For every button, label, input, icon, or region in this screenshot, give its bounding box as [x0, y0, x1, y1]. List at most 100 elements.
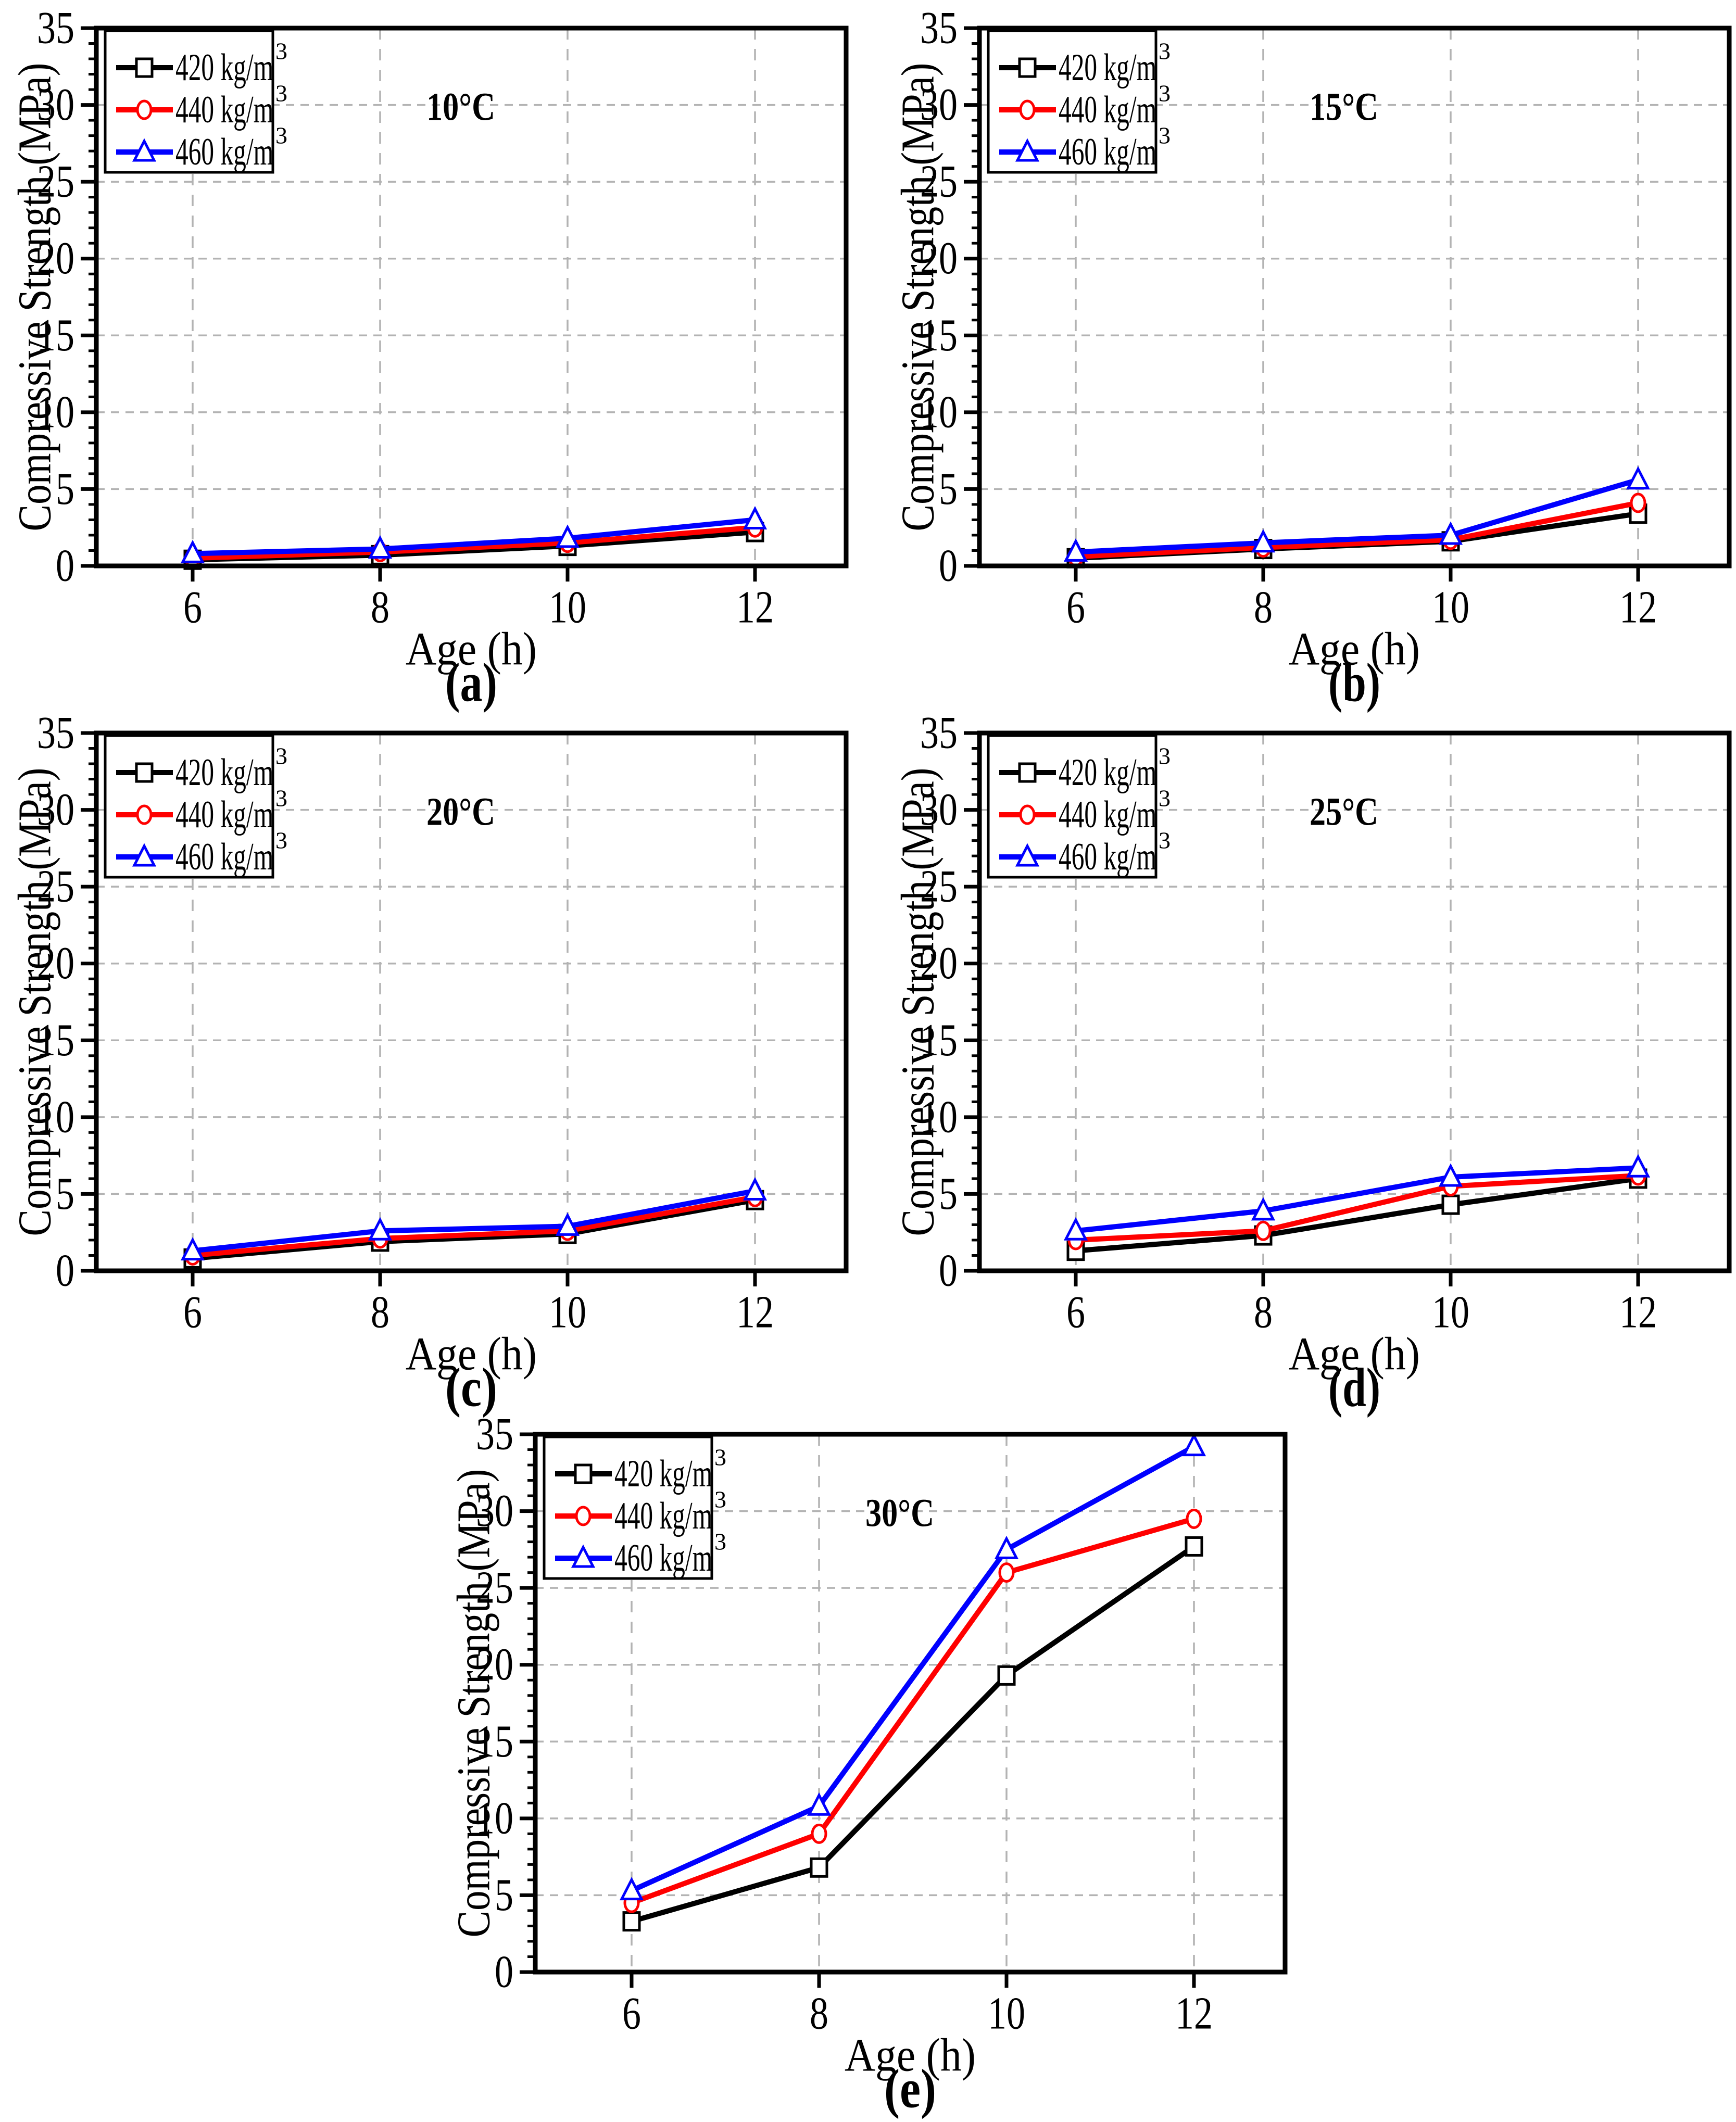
- legend-entry: 420 kg/m 3: [999, 743, 1171, 794]
- series-line-420: [631, 1544, 1196, 1924]
- y-tick-label: 30: [920, 80, 958, 130]
- y-tick-label: 10: [476, 1793, 513, 1843]
- data-point-circle-icon: [1630, 492, 1646, 513]
- legend-entry: 420 kg/m 3: [116, 38, 287, 89]
- y-axis-title: Compressive Strength (MPa): [892, 768, 944, 1236]
- y-tick-label: 25: [37, 862, 74, 912]
- series-line-420: [192, 1197, 756, 1261]
- legend-label-superscript: 3: [1159, 743, 1171, 769]
- y-tick-label: 35: [476, 1409, 513, 1460]
- legend-label: 460 kg/m: [175, 131, 273, 173]
- panel-b: 0 5 10 15 20 25 30 35 6 8 10 12 Compressive Strength…: [892, 3, 1732, 713]
- data-point-triangle-icon: [180, 1237, 205, 1261]
- series-line-440: [1075, 500, 1639, 560]
- y-tick-label: 15: [37, 310, 74, 361]
- axes: [81, 730, 849, 1286]
- y-tick-label: 35: [37, 3, 74, 54]
- legend-label-superscript: 3: [714, 1444, 726, 1471]
- legend-entry: 420 kg/m 3: [116, 743, 287, 794]
- legend-circle-icon: [575, 1506, 592, 1526]
- x-tick-label: 10: [549, 1287, 586, 1338]
- legend-label: 420 kg/m: [175, 751, 273, 794]
- y-tick-label: 15: [476, 1716, 513, 1767]
- legend-entry: 440 kg/m 3: [116, 80, 287, 131]
- legend-entry: 420 kg/m 3: [555, 1444, 726, 1495]
- legend-square-icon: [574, 1463, 593, 1484]
- legend-label-superscript: 3: [275, 785, 287, 812]
- data-point-triangle-icon: [368, 1217, 393, 1241]
- x-axis-title: Age (h): [1289, 1329, 1420, 1380]
- legend-box: [104, 734, 274, 879]
- legend-entry: 460 kg/m 3: [116, 827, 287, 878]
- panel-d: 0 5 10 15 20 25 30 35 6 8 10 12 Compressive Strength…: [892, 708, 1732, 1418]
- panel-caption: (c): [445, 1357, 497, 1418]
- axes: [964, 730, 1732, 1286]
- legend-label: 440 kg/m: [1059, 793, 1156, 836]
- y-tick-label: 5: [495, 1870, 513, 1921]
- y-tick-label: 10: [37, 387, 74, 437]
- legend-label: 420 kg/m: [175, 46, 273, 89]
- legend-label-superscript: 3: [1159, 785, 1171, 812]
- series-line-440: [1075, 1173, 1639, 1243]
- y-tick-label: 30: [920, 785, 958, 835]
- data-point-triangle-icon: [743, 506, 768, 529]
- legend-label-superscript: 3: [1159, 827, 1171, 854]
- panel-caption: (e): [884, 2058, 936, 2119]
- data-point-triangle-icon: [1626, 1154, 1651, 1178]
- legend-triangle-icon: [1015, 138, 1040, 162]
- data-point-circle-icon: [1255, 1220, 1272, 1241]
- data-point-triangle-icon: [1251, 529, 1276, 553]
- axes: [81, 26, 849, 582]
- data-point-square-icon: [1441, 1194, 1460, 1215]
- legend-box: [987, 29, 1158, 174]
- series-line-420: [1075, 1176, 1639, 1254]
- legend-circle-icon: [1019, 99, 1036, 120]
- legend-label-superscript: 3: [714, 1529, 726, 1555]
- x-tick-label: 12: [1619, 1287, 1657, 1338]
- panel-caption: (b): [1328, 652, 1380, 713]
- x-tick-label: 10: [1432, 583, 1469, 633]
- legend-entry: 420 kg/m 3: [999, 38, 1171, 89]
- y-tick-label: 35: [37, 708, 74, 759]
- x-tick-label: 6: [1066, 583, 1085, 633]
- x-tick-label: 12: [1175, 1989, 1213, 2039]
- data-point-square-icon: [1185, 1536, 1203, 1557]
- legend-box: [543, 1435, 713, 1580]
- series-group: [1063, 1154, 1651, 1261]
- y-tick-label: 20: [37, 938, 74, 989]
- y-tick-label: 25: [920, 157, 958, 207]
- x-tick-label: 10: [1432, 1287, 1469, 1338]
- legend-entry: 440 kg/m 3: [999, 785, 1171, 836]
- data-point-triangle-icon: [1438, 1163, 1463, 1187]
- legend-label-superscript: 3: [275, 122, 287, 149]
- data-point-triangle-icon: [994, 1535, 1019, 1559]
- data-point-square-icon: [622, 1911, 641, 1932]
- x-axis-title: Age (h): [845, 2030, 976, 2081]
- panel-c: 0 5 10 15 20 25 30 35 6 8 10 12 Compressive Strength…: [9, 708, 849, 1418]
- x-tick-label: 12: [1619, 583, 1657, 633]
- data-point-square-icon: [810, 1857, 828, 1878]
- y-tick-label: 15: [920, 1015, 958, 1066]
- legend-entry: 460 kg/m 3: [555, 1529, 726, 1580]
- x-tick-label: 12: [736, 583, 774, 633]
- x-axis-title: Age (h): [406, 624, 537, 675]
- legend-entry: 440 kg/m 3: [555, 1486, 726, 1537]
- series-line-460: [192, 1188, 756, 1254]
- legend-triangle-icon: [1015, 843, 1040, 867]
- legend-label-superscript: 3: [275, 80, 287, 107]
- series-group: [180, 1177, 768, 1269]
- legend-label: 460 kg/m: [614, 1537, 712, 1580]
- y-axis-title: Compressive Strength (MPa): [9, 768, 61, 1236]
- legend-entry: 440 kg/m 3: [116, 785, 287, 836]
- y-tick-label: 25: [920, 862, 958, 912]
- data-point-triangle-icon: [555, 1212, 580, 1236]
- legend-label: 460 kg/m: [1059, 131, 1156, 173]
- legend-square-icon: [135, 762, 154, 783]
- data-point-triangle-icon: [807, 1792, 832, 1816]
- series-line-460: [1075, 1165, 1639, 1234]
- series-line-460: [1075, 477, 1639, 555]
